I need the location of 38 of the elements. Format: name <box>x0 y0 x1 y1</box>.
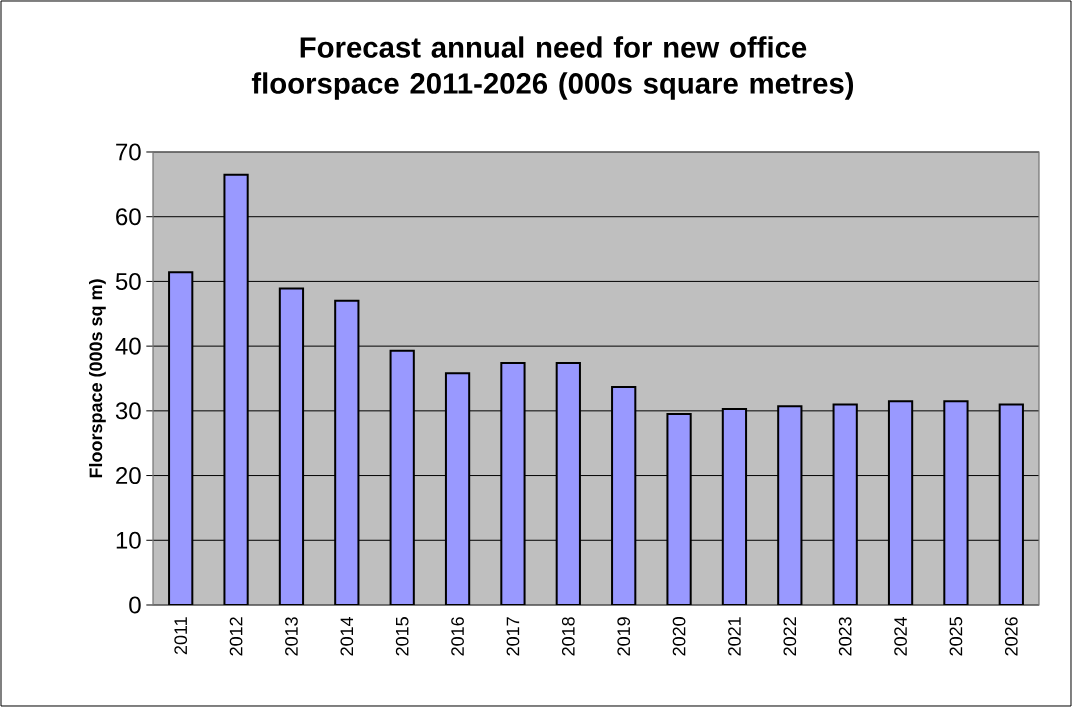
bar <box>998 403 1024 605</box>
x-tick-label: 2024 <box>894 616 907 656</box>
x-tick-label: 2023 <box>838 617 852 656</box>
x-tick-label: 2019 <box>617 617 631 656</box>
bar <box>444 372 471 605</box>
bar <box>168 271 194 605</box>
y-axis-title: Floorspace (000s sq m) <box>89 279 106 478</box>
y-tick-label: 70 <box>116 143 141 161</box>
y-tick-label: 60 <box>116 208 141 226</box>
bar <box>500 361 526 605</box>
x-tick-label: 2011 <box>174 617 188 655</box>
x-tick-label: 2016 <box>451 617 464 656</box>
bar <box>334 299 360 605</box>
x-tick-label: 2014 <box>340 616 354 656</box>
x-tick-label: 2018 <box>561 617 575 656</box>
x-tick-label: 2015 <box>395 617 409 656</box>
x-tick-label: 2021 <box>728 617 741 656</box>
bar <box>832 403 858 605</box>
y-tick-label: 30 <box>115 402 141 420</box>
y-tick-label: 0 <box>129 596 141 614</box>
bar <box>666 413 692 605</box>
x-tick-label: 2020 <box>672 617 686 656</box>
chart-title: Forecast annual need for new office floorspace 2011-2026 (000s square metres) <box>251 36 854 100</box>
y-tick-label: 40 <box>115 337 141 355</box>
x-tick-label: 2012 <box>229 617 243 656</box>
x-tick-label: 2025 <box>949 617 963 656</box>
bar <box>777 405 803 605</box>
x-tick-label: 2013 <box>285 617 298 656</box>
bar <box>555 361 581 605</box>
y-tick-label: 50 <box>115 272 141 290</box>
x-tick-label: 2022 <box>783 617 797 656</box>
y-tick-label: 20 <box>116 467 141 485</box>
x-tick-label: 2026 <box>1004 617 1018 656</box>
bar <box>278 287 305 605</box>
x-tick-label: 2017 <box>506 617 520 656</box>
bar <box>223 173 249 605</box>
y-tick-label: 10 <box>116 531 141 549</box>
bar <box>943 400 969 605</box>
